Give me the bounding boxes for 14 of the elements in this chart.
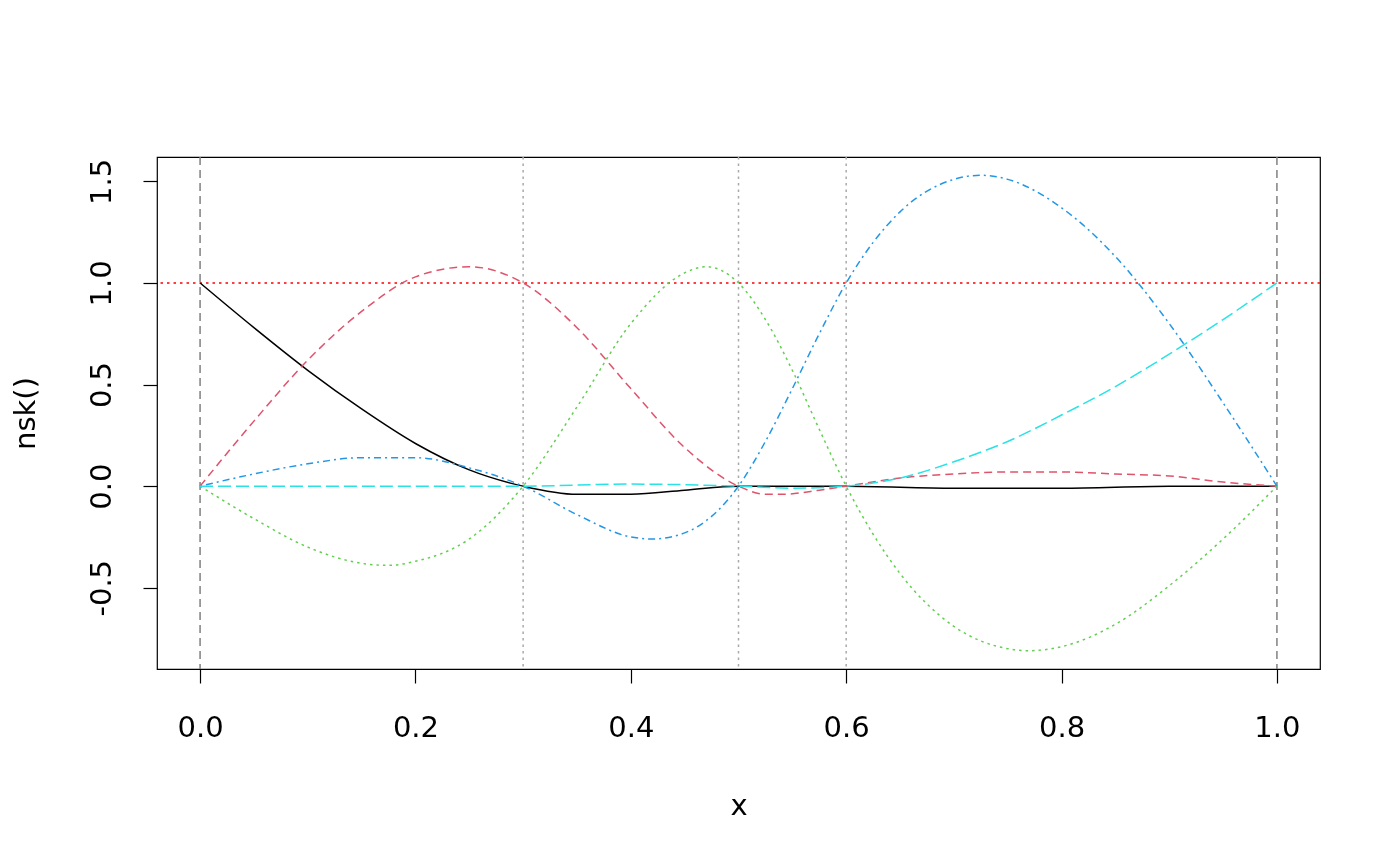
y-axis-title: nsk() (7, 377, 42, 450)
x-axis-title: x (730, 787, 748, 822)
y-tick-label: -0.5 (83, 559, 118, 617)
x-tick-label: 0.8 (1038, 709, 1086, 744)
x-tick-label: 0.0 (177, 709, 224, 744)
x-tick-label: 1.0 (1254, 709, 1301, 744)
y-tick-label: 0.0 (83, 463, 118, 510)
x-tick-label: 0.6 (823, 709, 870, 744)
x-tick-label: 0.2 (392, 709, 440, 744)
y-tick-label: 0.5 (83, 361, 118, 409)
line-series (199, 265, 1278, 652)
y-tick-label: 1.0 (83, 260, 118, 307)
x-tick-label: 0.4 (608, 709, 655, 744)
y-tick-label: 1.5 (83, 158, 118, 205)
